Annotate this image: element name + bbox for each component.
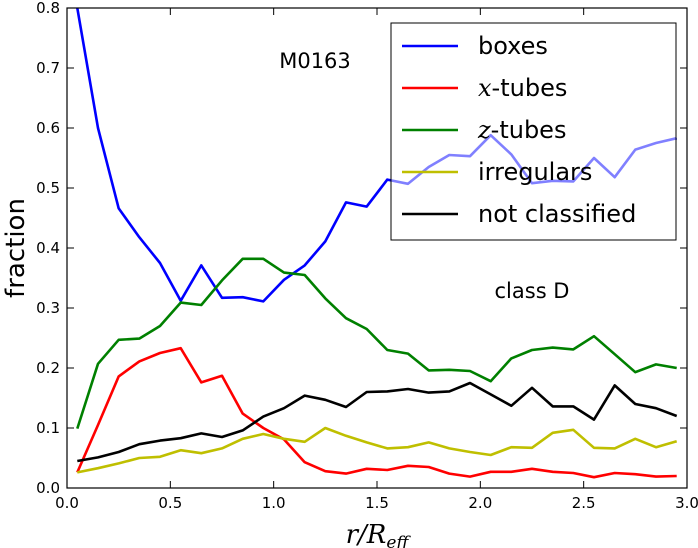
series-line-not-classified	[77, 381, 678, 463]
series-z-tubes	[76, 257, 677, 429]
series-line-z-tubes	[76, 257, 677, 429]
x-tick-label: 0.0	[55, 494, 79, 512]
y-tick-label: 0.2	[36, 359, 60, 377]
legend-label-boxes: boxes	[478, 32, 548, 60]
legend-label-irregulars: irregulars	[478, 158, 592, 186]
series-line-x-tubes	[76, 346, 677, 479]
y-tick-label: 0.3	[36, 299, 60, 317]
series-line-irregulars	[77, 426, 678, 474]
y-tick-label: 0.1	[36, 419, 60, 437]
y-tick-label: 0.8	[36, 0, 60, 17]
x-tick-label: 1.0	[262, 494, 286, 512]
y-axis-label: fraction	[1, 198, 31, 298]
y-tick-label: 0.7	[36, 59, 60, 77]
legend-label-not-classified: not classified	[478, 200, 636, 228]
legend-label-italic: z	[477, 116, 491, 144]
x-tick-label: 3.0	[675, 494, 698, 512]
class-label: class D	[495, 279, 570, 303]
legend-label-suffix: -tubes	[492, 74, 568, 102]
x-tick-label: 2.5	[572, 494, 596, 512]
series-not-classified	[77, 381, 678, 463]
y-tick-label: 0.0	[36, 479, 60, 497]
axis-ticks: 0.0 0.5 1.0 1.5 2.0 2.5 3.0 0.0 0.1 0.2 0.3 0.4 0.5 0…	[36, 0, 698, 512]
legend-label-suffix: -tubes	[491, 116, 567, 144]
y-tick-label: 0.6	[36, 119, 60, 137]
annotations: M0163 class D	[279, 49, 569, 303]
x-tick-label: 1.5	[365, 494, 389, 512]
legend-label-x-tubes: x-tubes	[478, 74, 567, 102]
y-tick-label: 0.4	[36, 239, 60, 257]
x-axis-label: r/Reff	[346, 520, 412, 548]
x-tick-label: 2.0	[468, 494, 492, 512]
legend-label-z-tubes: z-tubes	[477, 116, 566, 144]
legend-label-italic: x	[478, 74, 492, 102]
x-tick-label: 0.5	[158, 494, 182, 512]
series-irregulars	[77, 426, 678, 474]
series-x-tubes	[76, 346, 677, 479]
legend-box	[390, 22, 677, 241]
galaxy-id-label: M0163	[279, 49, 351, 73]
y-tick-label: 0.5	[36, 179, 60, 197]
